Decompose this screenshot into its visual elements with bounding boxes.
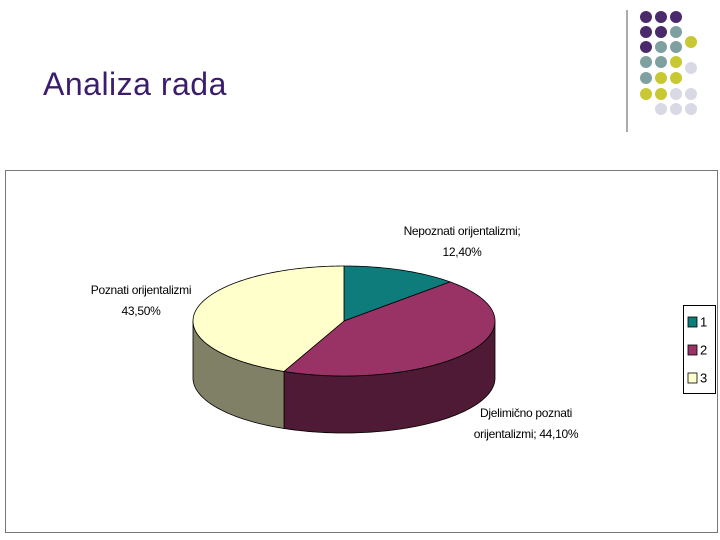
- legend-label: 3: [700, 370, 707, 385]
- data-label-value: 43,50%: [121, 304, 161, 318]
- data-label: Nepoznati orijentalizmi; 12,40%: [402, 221, 522, 263]
- legend-swatch: [687, 372, 698, 384]
- slide-title: Analiza rada: [43, 66, 227, 102]
- data-label-category: Djelimično poznati orijentalizmi;: [473, 406, 573, 441]
- legend-label: 1: [700, 314, 707, 329]
- legend-label: 2: [700, 342, 707, 357]
- data-label-value: 12,40%: [442, 245, 482, 259]
- pie-slice: [283, 281, 496, 377]
- legend-swatch: [687, 344, 698, 356]
- data-label-category: Poznati orijentalizmi: [90, 283, 192, 297]
- legend-swatch: [687, 316, 698, 328]
- data-label: Poznati orijentalizmi 43,50%: [80, 280, 202, 322]
- data-label: Djelimično poznati orijentalizmi; 44,10%: [466, 403, 586, 445]
- data-label-category: Nepoznati orijentalizmi;: [403, 224, 521, 238]
- decoration-dots: [640, 11, 697, 115]
- data-label-value: 44,10%: [539, 427, 579, 441]
- pie-slice: [192, 265, 345, 372]
- pie-slice: [343, 265, 452, 322]
